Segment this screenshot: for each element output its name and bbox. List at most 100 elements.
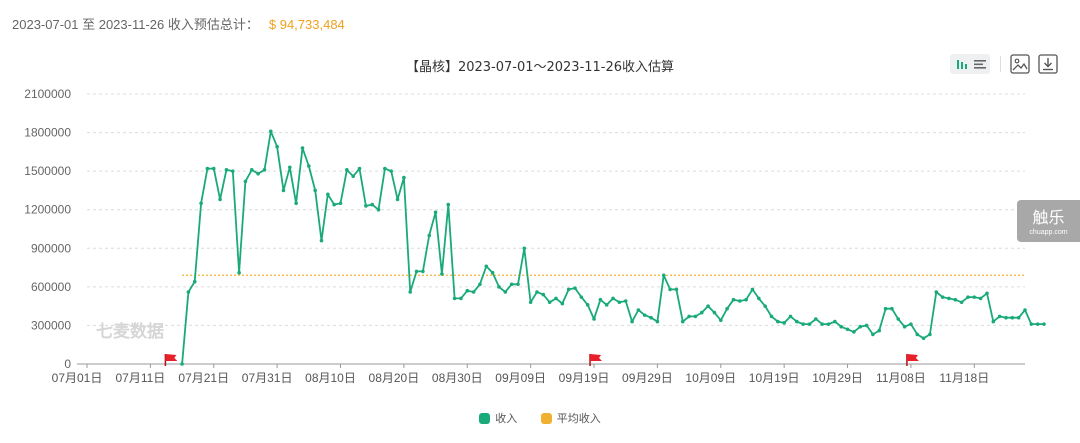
flag-marker[interactable] bbox=[164, 354, 178, 366]
revenue-data-point bbox=[478, 282, 482, 287]
revenue-data-point bbox=[845, 327, 850, 332]
revenue-data-point bbox=[281, 188, 286, 193]
revenue-data-point bbox=[630, 319, 634, 324]
revenue-data-point bbox=[966, 295, 970, 299]
revenue-data-point bbox=[459, 296, 463, 301]
chart-watermark: 七麦数据 bbox=[96, 321, 164, 341]
revenue-data-point bbox=[300, 146, 305, 150]
revenue-series-line bbox=[181, 130, 1044, 365]
x-tick-label: 07月11日 bbox=[115, 371, 165, 385]
revenue-data-point bbox=[611, 296, 615, 301]
revenue-data-point bbox=[934, 290, 939, 294]
image-icon[interactable] bbox=[1010, 54, 1030, 74]
revenue-data-point bbox=[928, 332, 932, 337]
revenue-data-point bbox=[262, 168, 267, 172]
download-icon[interactable] bbox=[1038, 54, 1058, 74]
revenue-data-point bbox=[389, 169, 394, 173]
brand-watermark: 触乐 chuapp.com bbox=[1017, 200, 1080, 242]
revenue-data-point bbox=[826, 322, 831, 326]
revenue-data-point bbox=[516, 282, 520, 287]
revenue-data-point bbox=[782, 321, 786, 325]
revenue-data-point bbox=[408, 290, 413, 294]
revenue-data-point bbox=[376, 207, 381, 212]
revenue-data-point bbox=[186, 290, 191, 294]
revenue-data-point bbox=[737, 299, 742, 303]
summary-amount: $ 94,733,484 bbox=[268, 17, 345, 32]
revenue-data-point bbox=[883, 306, 888, 311]
legend-item-average[interactable]: 平均收入 bbox=[540, 410, 601, 426]
revenue-data-point bbox=[909, 322, 913, 326]
x-tick-label: 10月29日 bbox=[812, 371, 863, 385]
revenue-data-point bbox=[940, 295, 945, 299]
revenue-data-point bbox=[383, 166, 387, 171]
flag-icon bbox=[906, 354, 919, 361]
revenue-data-point bbox=[731, 297, 736, 302]
revenue-data-point bbox=[706, 304, 710, 308]
revenue-data-point bbox=[256, 171, 260, 176]
revenue-data-point bbox=[725, 306, 729, 311]
y-tick-label: 600000 bbox=[31, 280, 71, 294]
revenue-data-point bbox=[192, 279, 197, 284]
bar-chart-icon[interactable] bbox=[955, 57, 969, 71]
revenue-data-point bbox=[915, 332, 920, 337]
chart-legend: 收入 平均收入 bbox=[0, 410, 1080, 426]
revenue-data-point bbox=[1010, 315, 1015, 320]
revenue-data-point bbox=[890, 306, 894, 311]
revenue-data-point bbox=[541, 292, 546, 297]
revenue-data-point bbox=[370, 202, 375, 207]
revenue-data-point bbox=[655, 319, 660, 324]
revenue-data-point bbox=[636, 308, 641, 312]
flag-marker[interactable] bbox=[906, 354, 919, 366]
revenue-data-point bbox=[319, 238, 324, 243]
revenue-data-point bbox=[795, 319, 799, 324]
revenue-data-point bbox=[617, 300, 622, 305]
revenue-data-point bbox=[592, 317, 596, 321]
revenue-data-point bbox=[585, 303, 590, 307]
revenue-data-point bbox=[471, 290, 476, 294]
x-tick-label: 11月18日 bbox=[939, 371, 989, 385]
revenue-data-point bbox=[313, 188, 317, 193]
x-tick-label: 10月09日 bbox=[685, 371, 736, 385]
revenue-data-point bbox=[820, 322, 824, 326]
revenue-data-point bbox=[490, 270, 495, 275]
revenue-data-point bbox=[554, 296, 558, 301]
revenue-data-point bbox=[218, 197, 222, 202]
revenue-data-point bbox=[997, 314, 1002, 319]
flag-icon bbox=[165, 354, 178, 361]
revenue-data-point bbox=[338, 201, 343, 206]
revenue-data-point bbox=[763, 304, 767, 308]
revenue-data-point bbox=[535, 290, 539, 294]
list-icon[interactable] bbox=[973, 57, 987, 71]
revenue-data-point bbox=[604, 303, 609, 307]
revenue-data-point bbox=[801, 322, 805, 326]
revenue-data-point bbox=[547, 300, 552, 305]
legend-item-revenue[interactable]: 收入 bbox=[479, 410, 517, 426]
revenue-data-point bbox=[877, 328, 882, 333]
revenue-data-point bbox=[560, 301, 565, 306]
toolbar-divider bbox=[1000, 56, 1001, 72]
revenue-data-point bbox=[230, 169, 235, 173]
y-tick-label: 0 bbox=[64, 357, 71, 371]
view-toggle bbox=[950, 54, 990, 74]
y-tick-label: 2100000 bbox=[24, 87, 71, 101]
revenue-data-point bbox=[693, 314, 698, 319]
revenue-data-point bbox=[579, 295, 584, 299]
revenue-data-point bbox=[687, 314, 691, 319]
revenue-data-point bbox=[199, 201, 203, 206]
revenue-data-point bbox=[414, 269, 419, 274]
revenue-data-point bbox=[953, 297, 958, 302]
brand-main: 触乐 bbox=[1032, 208, 1065, 227]
flag-marker[interactable] bbox=[589, 354, 603, 366]
brand-sub: chuapp.com bbox=[1029, 229, 1068, 236]
revenue-data-point bbox=[959, 300, 964, 305]
revenue-data-point bbox=[446, 202, 451, 207]
revenue-data-point bbox=[268, 129, 273, 134]
revenue-data-point bbox=[833, 319, 837, 324]
revenue-data-point bbox=[427, 233, 432, 238]
revenue-data-point bbox=[871, 332, 875, 337]
revenue-data-point bbox=[326, 192, 330, 197]
revenue-data-point bbox=[623, 299, 628, 303]
revenue-data-point bbox=[288, 165, 292, 170]
revenue-data-point bbox=[566, 287, 571, 292]
